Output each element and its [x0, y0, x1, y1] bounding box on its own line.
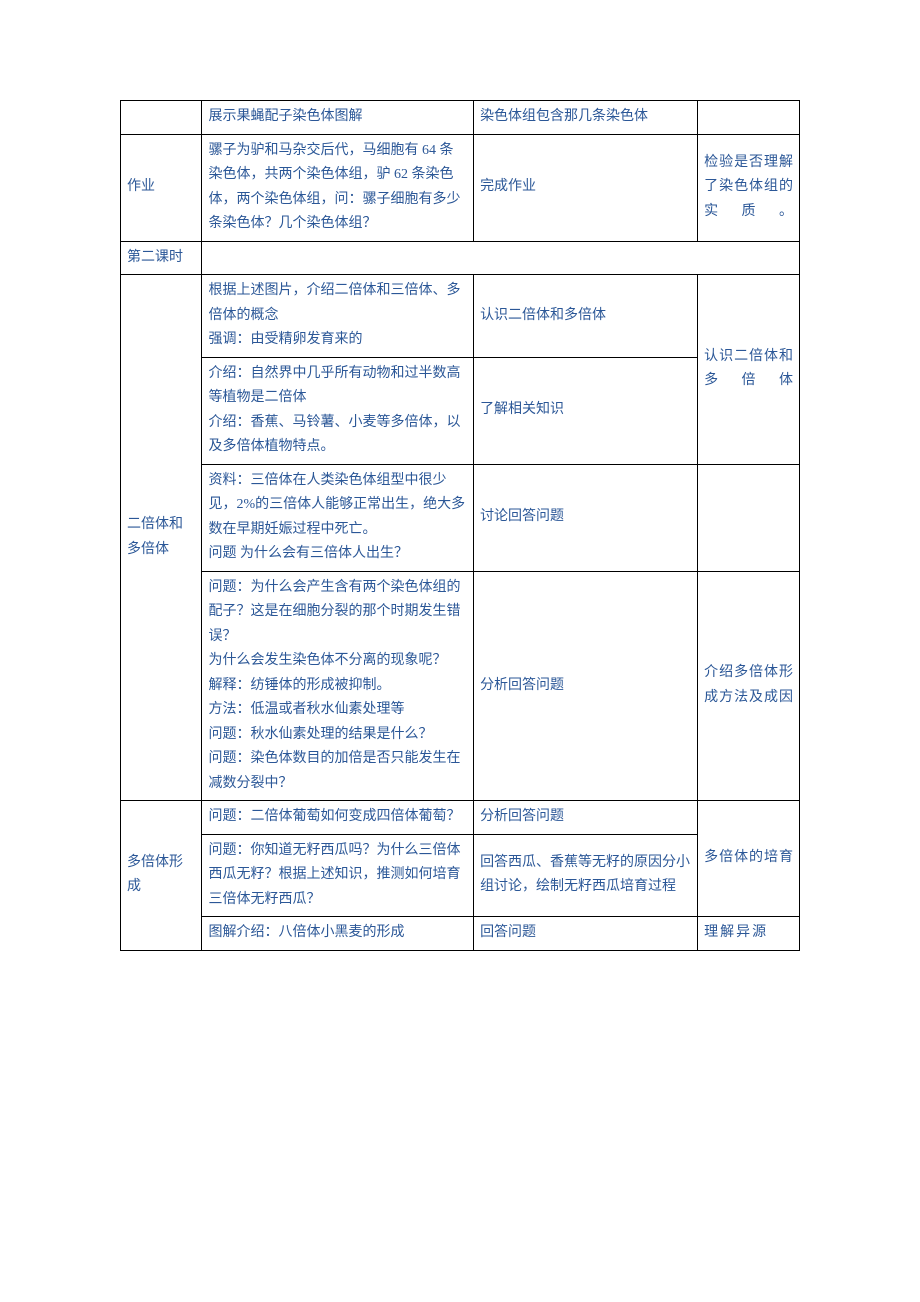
cell-intent: 认识二倍体和多倍体: [698, 275, 800, 465]
cell-intent: 检验是否理解了染色体组的实质。: [698, 134, 800, 241]
table-row-section: 第二课时: [121, 241, 800, 275]
cell-student: 认识二倍体和多倍体: [474, 275, 698, 358]
cell-student: 染色体组包含那几条染色体: [474, 101, 698, 135]
cell-topic: [121, 101, 202, 135]
lesson-plan-table: 展示果蝇配子染色体图解 染色体组包含那几条染色体 作业 骡子为驴和马杂交后代，马…: [120, 100, 800, 951]
table-row: 多倍体形成 问题：二倍体葡萄如何变成四倍体葡萄？ 分析回答问题 多倍体的培育: [121, 801, 800, 835]
cell-intent: 多倍体的培育: [698, 801, 800, 917]
table-row: 展示果蝇配子染色体图解 染色体组包含那几条染色体: [121, 101, 800, 135]
cell-student: 回答问题: [474, 917, 698, 951]
table-row: 作业 骡子为驴和马杂交后代，马细胞有 64 条染色体，共两个染色体组，驴 62 …: [121, 134, 800, 241]
cell-student: 回答西瓜、香蕉等无籽的原因分小组讨论，绘制无籽西瓜培育过程: [474, 834, 698, 917]
cell-student: 分析回答问题: [474, 571, 698, 801]
cell-topic: 多倍体形成: [121, 801, 202, 951]
table-row: 资料：三倍体在人类染色体组型中很少见，2%的三倍体人能够正常出生，绝大多数在早期…: [121, 464, 800, 571]
cell-teacher: 骡子为驴和马杂交后代，马细胞有 64 条染色体，共两个染色体组，驴 62 条染色…: [202, 134, 474, 241]
cell-teacher: 根据上述图片，介绍二倍体和三倍体、多倍体的概念强调：由受精卵发育来的: [202, 275, 474, 358]
cell-student: 完成作业: [474, 134, 698, 241]
cell-teacher: 问题：二倍体葡萄如何变成四倍体葡萄？: [202, 801, 474, 835]
cell-student: 了解相关知识: [474, 357, 698, 464]
cell-intent: 介绍多倍体形成方法及成因: [698, 571, 800, 801]
cell-teacher: 图解介绍：八倍体小黑麦的形成: [202, 917, 474, 951]
cell-teacher: 介绍：自然界中几乎所有动物和过半数高等植物是二倍体介绍：香蕉、马铃薯、小麦等多倍…: [202, 357, 474, 464]
cell-intent: 理解异源: [698, 917, 800, 951]
cell-topic: 作业: [121, 134, 202, 241]
cell-section: 第二课时: [121, 241, 202, 275]
cell-teacher: 展示果蝇配子染色体图解: [202, 101, 474, 135]
cell-teacher: 资料：三倍体在人类染色体组型中很少见，2%的三倍体人能够正常出生，绝大多数在早期…: [202, 464, 474, 571]
cell-student: 讨论回答问题: [474, 464, 698, 571]
table-row: 图解介绍：八倍体小黑麦的形成 回答问题 理解异源: [121, 917, 800, 951]
table-row: 问题：为什么会产生含有两个染色体组的配子？这是在细胞分裂的那个时期发生错误？为什…: [121, 571, 800, 801]
cell-topic: 二倍体和多倍体: [121, 275, 202, 801]
table-row: 二倍体和多倍体 根据上述图片，介绍二倍体和三倍体、多倍体的概念强调：由受精卵发育…: [121, 275, 800, 358]
cell-teacher: 问题：为什么会产生含有两个染色体组的配子？这是在细胞分裂的那个时期发生错误？为什…: [202, 571, 474, 801]
cell-teacher: 问题：你知道无籽西瓜吗？为什么三倍体西瓜无籽？根据上述知识，推测如何培育三倍体无…: [202, 834, 474, 917]
cell-intent: [698, 464, 800, 571]
cell-empty: [202, 241, 800, 275]
cell-student: 分析回答问题: [474, 801, 698, 835]
cell-intent: [698, 101, 800, 135]
